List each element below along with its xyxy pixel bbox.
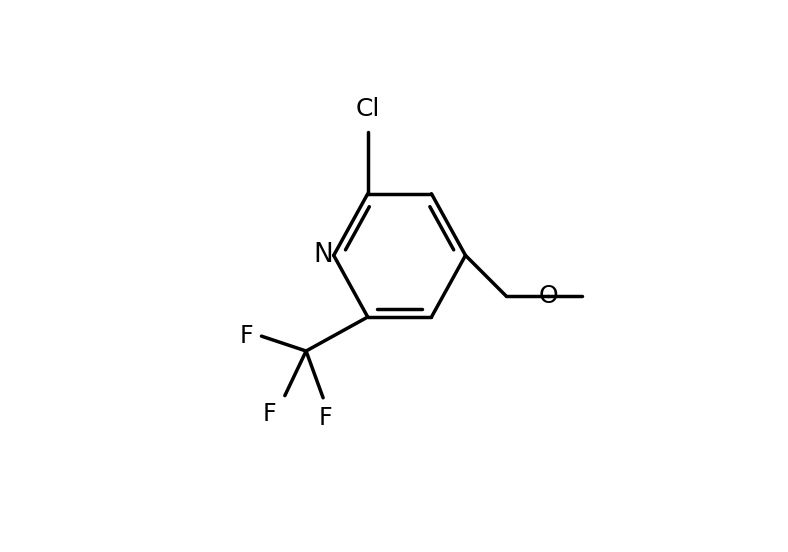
Text: N: N (313, 242, 333, 268)
Text: O: O (538, 284, 558, 308)
Text: F: F (240, 324, 253, 348)
Text: F: F (262, 402, 277, 426)
Text: F: F (318, 406, 332, 430)
Text: Cl: Cl (355, 98, 380, 121)
